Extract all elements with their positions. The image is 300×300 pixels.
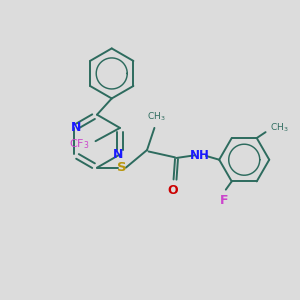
Text: CH$_3$: CH$_3$	[147, 111, 165, 124]
Text: F: F	[220, 194, 229, 207]
Text: S: S	[117, 161, 127, 174]
Text: O: O	[168, 184, 178, 197]
Text: CH$_3$: CH$_3$	[270, 122, 289, 134]
Text: N: N	[71, 122, 82, 134]
Text: NH: NH	[190, 149, 210, 162]
Text: N: N	[112, 148, 123, 161]
Text: CF$_3$: CF$_3$	[68, 137, 89, 151]
